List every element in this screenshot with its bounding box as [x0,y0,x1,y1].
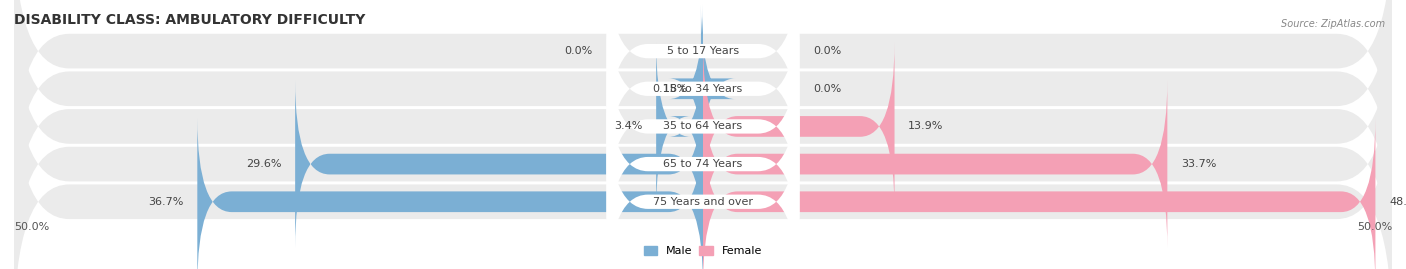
Text: 36.7%: 36.7% [148,197,184,207]
Text: 29.6%: 29.6% [246,159,281,169]
Text: 33.7%: 33.7% [1181,159,1216,169]
FancyBboxPatch shape [703,118,1375,269]
FancyBboxPatch shape [606,96,800,269]
Text: 0.0%: 0.0% [813,84,841,94]
Text: 50.0%: 50.0% [1357,222,1392,232]
Legend: Male, Female: Male, Female [644,246,762,256]
Text: 65 to 74 Years: 65 to 74 Years [664,159,742,169]
FancyBboxPatch shape [295,80,703,248]
Text: 0.0%: 0.0% [565,46,593,56]
Text: 50.0%: 50.0% [14,222,49,232]
FancyBboxPatch shape [197,118,703,269]
Text: 48.8%: 48.8% [1389,197,1406,207]
Text: 3.4%: 3.4% [614,121,643,132]
Text: 0.15%: 0.15% [652,84,688,94]
Text: 0.0%: 0.0% [813,46,841,56]
Text: Source: ZipAtlas.com: Source: ZipAtlas.com [1281,19,1385,29]
Text: 5 to 17 Years: 5 to 17 Years [666,46,740,56]
FancyBboxPatch shape [703,43,894,210]
FancyBboxPatch shape [606,58,800,269]
FancyBboxPatch shape [14,0,1392,185]
FancyBboxPatch shape [657,43,703,210]
FancyBboxPatch shape [14,31,1392,269]
FancyBboxPatch shape [14,0,1392,260]
FancyBboxPatch shape [703,80,1167,248]
Text: 13.9%: 13.9% [908,121,943,132]
Text: 75 Years and over: 75 Years and over [652,197,754,207]
FancyBboxPatch shape [669,5,735,173]
FancyBboxPatch shape [606,21,800,232]
Text: 35 to 64 Years: 35 to 64 Years [664,121,742,132]
FancyBboxPatch shape [14,68,1392,269]
FancyBboxPatch shape [606,0,800,157]
Text: 18 to 34 Years: 18 to 34 Years [664,84,742,94]
FancyBboxPatch shape [606,0,800,194]
FancyBboxPatch shape [14,0,1392,222]
Text: DISABILITY CLASS: AMBULATORY DIFFICULTY: DISABILITY CLASS: AMBULATORY DIFFICULTY [14,13,366,27]
